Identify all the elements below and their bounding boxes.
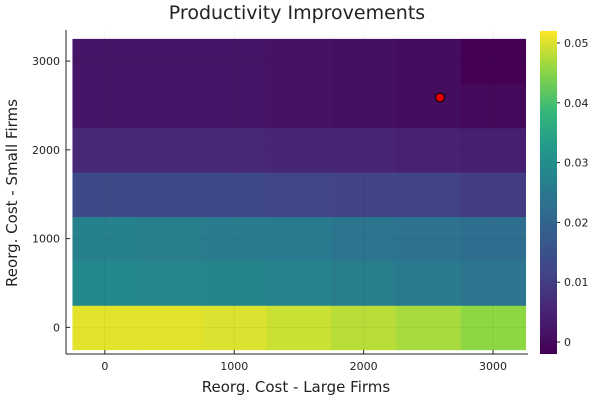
x-tick-label-2: 2000 [350, 360, 378, 373]
heatmap-cell-0-2 [201, 305, 268, 351]
heatmap-cell-5-2 [201, 83, 268, 129]
marker-point [435, 92, 445, 103]
x-tick-label-3: 3000 [479, 360, 507, 373]
heatmap-cell-3-1 [137, 172, 203, 218]
heatmap-cell-1-0 [72, 260, 138, 306]
heatmap-cell-0-6 [460, 305, 527, 351]
grid-lines [66, 30, 528, 354]
heatmap-cell-0-4 [331, 305, 397, 351]
heatmap-cell-2-6 [460, 216, 527, 262]
heatmap-cell-1-4 [331, 260, 397, 306]
chart-title: Productivity Improvements [169, 2, 425, 24]
heatmap-cell-5-1 [137, 83, 203, 129]
heatmap-cell-0-0 [72, 305, 138, 351]
heatmap-cell-1-1 [137, 260, 203, 306]
colorbar-tick-label-3: 0.03 [564, 157, 589, 170]
x-ticks: 0 1000 2000 3000 [101, 350, 507, 373]
y-tick-label-3: 3000 [32, 55, 60, 68]
heatmap-cell-4-1 [137, 127, 203, 173]
heatmap-cell-0-3 [266, 305, 332, 351]
heatmap-cell-2-1 [137, 216, 203, 262]
heatmap-cell-6-4 [331, 38, 397, 84]
heatmap-cell-5-0 [72, 83, 138, 129]
heatmap-cell-0-5 [396, 305, 462, 351]
colorbar-tick-label-5: 0.05 [564, 37, 589, 50]
heatmap-cell-0-1 [137, 305, 203, 351]
heatmap-cell-4-4 [331, 127, 397, 173]
colorbar-bar [540, 31, 557, 354]
heatmap-cell-1-5 [396, 260, 462, 306]
x-axis-title: Reorg. Cost - Large Firms [202, 378, 391, 396]
heatmap-cell-4-3 [266, 127, 332, 173]
heatmap-cells [72, 38, 527, 351]
heatmap-cell-2-0 [72, 216, 138, 262]
heatmap-cell-6-6 [460, 38, 527, 84]
heatmap-cell-3-2 [201, 172, 268, 218]
y-tick-label-2: 2000 [32, 144, 60, 157]
x-tick-label-1: 1000 [220, 360, 248, 373]
colorbar-tick-label-0: 0 [564, 336, 571, 349]
heatmap-cell-6-2 [201, 38, 268, 84]
colorbar-tick-label-4: 0.04 [564, 97, 589, 110]
heatmap-cell-6-3 [266, 38, 332, 84]
heatmap-cell-2-2 [201, 216, 268, 262]
heatmap-cell-6-0 [72, 38, 138, 84]
y-axis-title: Reorg. Cost - Small Firms [3, 99, 21, 287]
y-tick-label-0: 0 [53, 321, 60, 334]
y-tick-label-1: 1000 [32, 233, 60, 246]
x-tick-label-0: 0 [101, 360, 108, 373]
heatmap-cell-1-3 [266, 260, 332, 306]
heatmap-cell-4-5 [396, 127, 462, 173]
colorbar: 0 0.01 0.02 0.03 0.04 0.05 [540, 31, 589, 354]
heatmap-cell-2-3 [266, 216, 332, 262]
heatmap-cell-5-4 [331, 83, 397, 129]
axes [65, 30, 528, 355]
colorbar-tick-label-2: 0.02 [564, 216, 589, 229]
marker-layer [435, 92, 445, 103]
heatmap-cell-4-2 [201, 127, 268, 173]
heatmap-cell-3-4 [331, 172, 397, 218]
heatmap-cell-6-1 [137, 38, 203, 84]
heatmap-cell-1-2 [201, 260, 268, 306]
heatmap-cell-3-3 [266, 172, 332, 218]
heatmap-cell-2-5 [396, 216, 462, 262]
heatmap-cell-3-0 [72, 172, 138, 218]
heatmap-cell-4-6 [460, 127, 527, 173]
colorbar-tick-label-1: 0.01 [564, 276, 589, 289]
y-ticks: 0 1000 2000 3000 [32, 55, 70, 334]
heatmap-cell-5-6 [460, 83, 527, 129]
heatmap-cell-6-5 [396, 38, 462, 84]
heatmap-cell-3-5 [396, 172, 462, 218]
heatmap-cell-2-4 [331, 216, 397, 262]
heatmap-cell-3-6 [460, 172, 527, 218]
heatmap-cell-5-5 [396, 83, 462, 129]
heatmap-cell-5-3 [266, 83, 332, 129]
heatmap-cell-4-0 [72, 127, 138, 173]
heatmap-cell-1-6 [460, 260, 527, 306]
